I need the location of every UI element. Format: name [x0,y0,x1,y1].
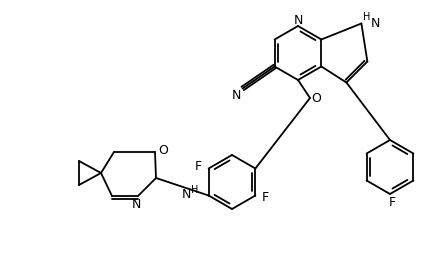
Text: F: F [195,160,202,173]
Text: O: O [158,144,168,156]
Text: F: F [262,191,269,204]
Text: N: N [293,15,303,27]
Text: O: O [311,91,321,104]
Text: N: N [371,17,380,30]
Text: H: H [363,12,370,22]
Text: N: N [131,197,141,210]
Text: F: F [389,196,395,208]
Text: N: N [232,89,241,102]
Text: H: H [190,185,198,195]
Text: N: N [181,188,191,201]
